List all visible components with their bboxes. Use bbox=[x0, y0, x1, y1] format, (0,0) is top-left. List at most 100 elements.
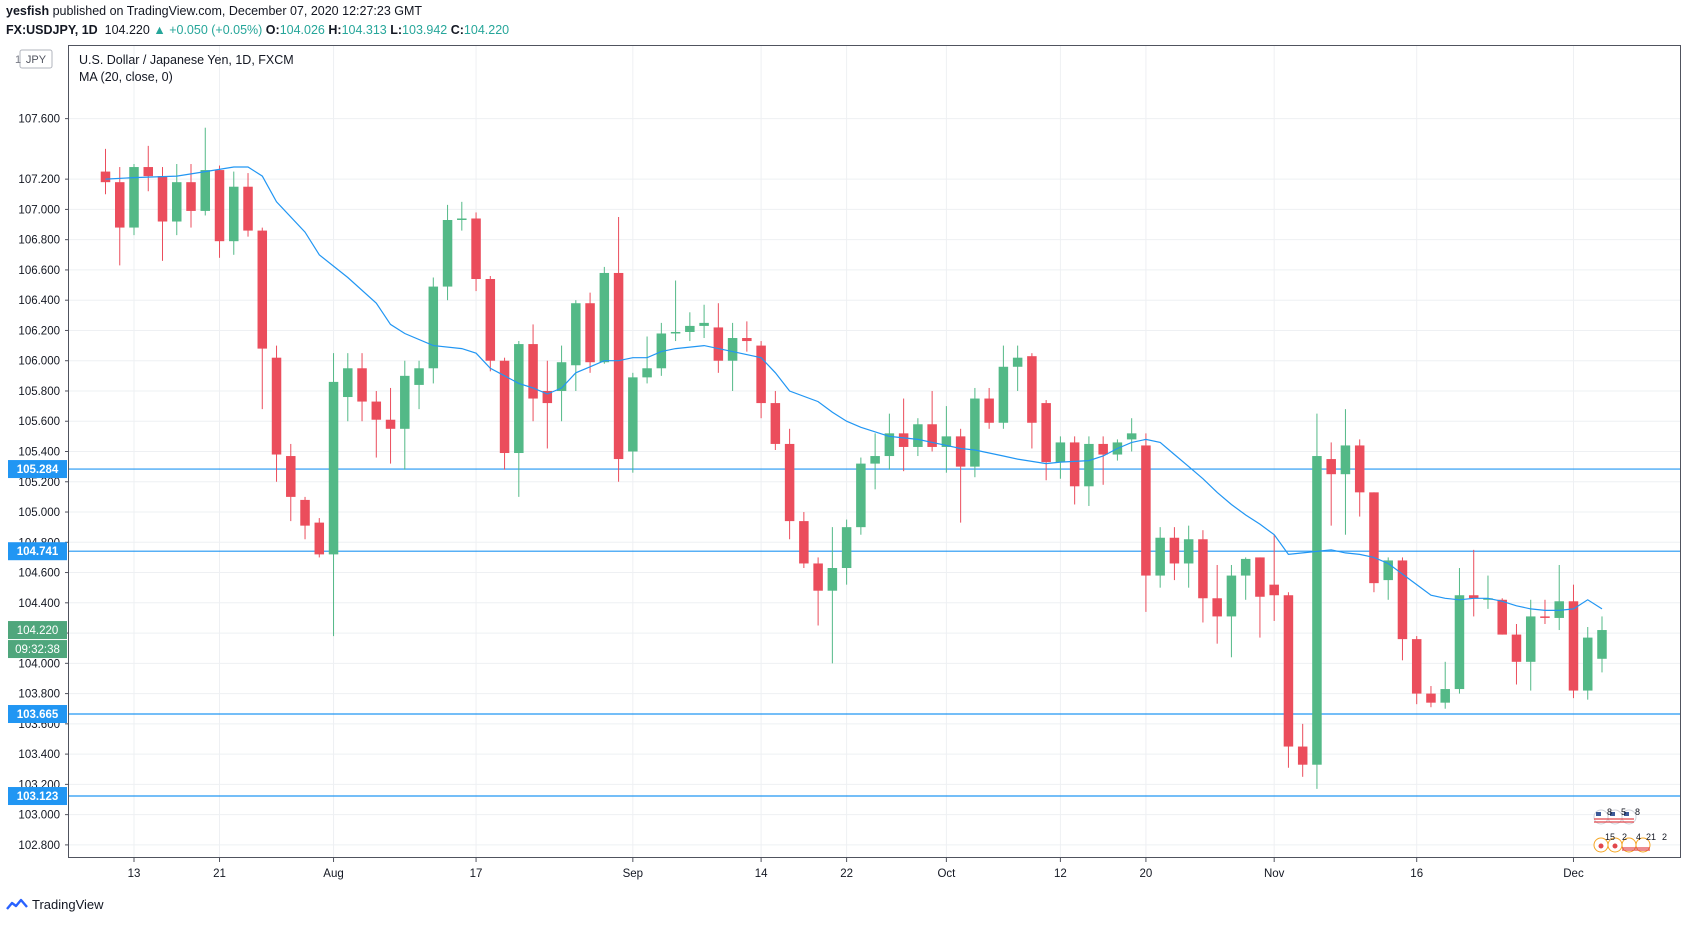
ma-line bbox=[105, 166, 1603, 611]
price-tick-label: 104.400 bbox=[18, 598, 60, 610]
candle-body bbox=[898, 433, 909, 447]
candle-body bbox=[400, 375, 410, 429]
candle-body bbox=[157, 176, 168, 222]
candle-body bbox=[984, 398, 994, 423]
price-tick-label: 104.000 bbox=[18, 658, 60, 670]
candle-body bbox=[955, 436, 966, 467]
candle-body bbox=[699, 322, 709, 326]
candle-body bbox=[927, 424, 937, 447]
candle-body bbox=[485, 279, 496, 361]
candle-body bbox=[1041, 403, 1051, 463]
candle-body bbox=[514, 344, 524, 454]
candle-body bbox=[1283, 595, 1294, 747]
candle-body bbox=[1582, 637, 1593, 691]
candle-body bbox=[599, 272, 610, 363]
candle-body bbox=[1126, 433, 1137, 440]
candle-body bbox=[1069, 442, 1080, 487]
candle-body bbox=[371, 401, 382, 420]
price-tick-label: 105.600 bbox=[18, 416, 60, 428]
candle-body bbox=[1012, 357, 1023, 367]
candle-body bbox=[1312, 456, 1322, 765]
price-tick-label: 106.000 bbox=[18, 356, 60, 368]
high-value: 104.313 bbox=[341, 23, 387, 37]
candle-body bbox=[229, 186, 239, 242]
footer-brand[interactable]: TradingView bbox=[6, 897, 104, 912]
event-count: 21 bbox=[1646, 832, 1656, 842]
price-tick-label: 105.800 bbox=[18, 386, 60, 398]
candle-body bbox=[214, 170, 225, 242]
event-count: 4 bbox=[1636, 832, 1641, 842]
price-tick-label: 105.200 bbox=[18, 477, 60, 489]
candle-body bbox=[243, 186, 253, 231]
event-flags[interactable]: 8 5 8 15 2 4 21 2 bbox=[1593, 807, 1667, 853]
price-tick-label: 103.800 bbox=[18, 689, 60, 701]
currency-badge[interactable] bbox=[19, 49, 53, 69]
ma-legend: MA (20, close, 0) bbox=[79, 70, 173, 84]
candle-body bbox=[1397, 560, 1408, 640]
candle-body bbox=[1511, 634, 1522, 662]
candle-body bbox=[1269, 584, 1279, 596]
time-axis[interactable]: 1321Aug17Sep1422Oct1220Nov16Dec14 bbox=[128, 857, 1688, 880]
candle-body bbox=[1454, 595, 1465, 690]
time-tick-label: Sep bbox=[623, 868, 643, 880]
time-tick-label: 12 bbox=[1054, 868, 1067, 880]
candle-body bbox=[1383, 560, 1393, 581]
price-axis[interactable]: 102.800103.000103.200103.400103.600103.8… bbox=[18, 114, 69, 852]
candle-body bbox=[1055, 442, 1066, 463]
price-tick-label: 106.600 bbox=[18, 265, 60, 277]
candle-body bbox=[813, 563, 823, 591]
candle-body bbox=[841, 527, 852, 569]
event-count: 2 bbox=[1662, 832, 1667, 842]
scale-toggle[interactable]: 1 bbox=[15, 54, 21, 66]
candle-body bbox=[1597, 630, 1607, 659]
change-up-icon: ▲ bbox=[153, 23, 166, 37]
price-labels: 105.284 104.741 103.665 103.123 104.220 09:32… bbox=[8, 460, 67, 806]
time-tick-label: Oct bbox=[937, 868, 956, 880]
candle-body bbox=[1411, 639, 1422, 694]
candle-body bbox=[1326, 459, 1336, 475]
price-chart[interactable]: 102.800103.000103.200103.400103.600103.8… bbox=[0, 0, 1688, 892]
time-tick-label: 14 bbox=[755, 868, 768, 880]
publisher-name[interactable]: yesfish bbox=[6, 4, 50, 18]
candle-body bbox=[1297, 746, 1308, 765]
candle-body bbox=[742, 338, 752, 342]
candle-body bbox=[328, 381, 339, 555]
candle-body bbox=[970, 398, 980, 467]
candle-body bbox=[343, 368, 353, 398]
candle-body bbox=[1554, 601, 1564, 618]
hline-price-badge bbox=[8, 705, 67, 724]
horizontal-lines[interactable] bbox=[69, 468, 1680, 797]
candle-body bbox=[1369, 492, 1379, 584]
price-tick-label: 107.200 bbox=[18, 174, 60, 186]
symbol-name[interactable]: FX:USDJPY, 1D bbox=[6, 23, 98, 37]
publish-info: yesfish published on TradingView.com, De… bbox=[6, 2, 509, 21]
candle-body bbox=[1226, 575, 1237, 617]
candle-body bbox=[457, 218, 467, 221]
countdown-label: 09:32:38 bbox=[15, 644, 60, 656]
candle-body bbox=[642, 368, 652, 378]
candle-body bbox=[685, 325, 695, 332]
brand-name: TradingView bbox=[32, 897, 104, 912]
last-price-badge bbox=[8, 621, 67, 640]
candle-body bbox=[428, 286, 439, 369]
candle-body bbox=[784, 443, 795, 522]
candle-body bbox=[1426, 693, 1436, 703]
candle-body bbox=[172, 182, 182, 222]
candle-body bbox=[628, 377, 638, 452]
ohlc-line: FX:USDJPY, 1D 104.220 ▲ +0.050 (+0.05%) … bbox=[6, 21, 509, 40]
candle-body bbox=[1440, 689, 1450, 703]
hline-price-badge bbox=[8, 787, 67, 806]
us-flag-icon bbox=[1593, 809, 1637, 825]
candle-body bbox=[314, 522, 325, 555]
candle-body bbox=[286, 456, 296, 497]
chart-legend: JPY 1 U.S. Dollar / Japanese Yen, 1D, FX… bbox=[15, 49, 294, 84]
candle-body bbox=[414, 368, 424, 385]
candle-body bbox=[385, 419, 396, 429]
currency-label: JPY bbox=[26, 54, 47, 66]
candle-body bbox=[1340, 445, 1351, 475]
hline-price-label: 103.123 bbox=[17, 791, 59, 803]
price-tick-label: 107.000 bbox=[18, 204, 60, 216]
candle-body bbox=[1169, 537, 1180, 564]
candle-body bbox=[1198, 539, 1208, 599]
chart-title: U.S. Dollar / Japanese Yen, 1D, FXCM bbox=[79, 53, 294, 67]
